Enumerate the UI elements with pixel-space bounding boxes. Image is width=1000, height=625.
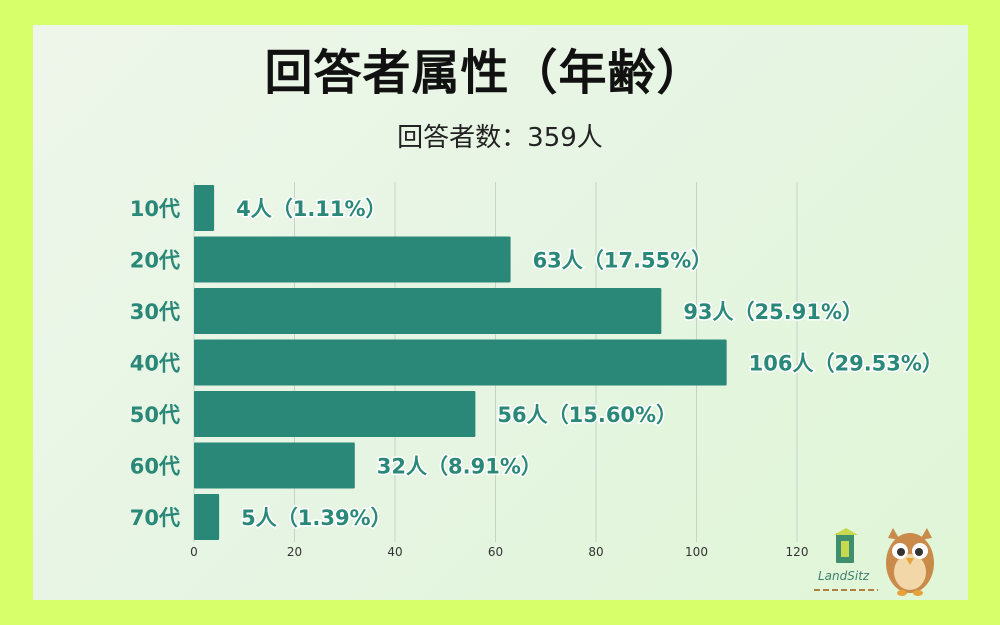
category-label: 60代 <box>130 455 180 479</box>
x-tick-label: 40 <box>387 545 402 559</box>
category-label: 50代 <box>130 403 180 427</box>
data-label: 93人（25.91%） <box>683 300 863 324</box>
bar <box>194 391 476 437</box>
bar <box>194 236 511 283</box>
data-label: 32人（8.91%） <box>377 455 542 479</box>
bar <box>194 185 215 231</box>
logo-text: LandSitz <box>818 569 870 583</box>
bar <box>194 288 662 334</box>
chart-title: 回答者属性（年齢） <box>264 45 706 101</box>
chart-subtitle: 回答者数：359人 <box>397 123 603 153</box>
x-tick-label: 100 <box>685 545 708 559</box>
category-label: 40代 <box>130 352 180 376</box>
data-label: 4人（1.11%） <box>236 197 386 221</box>
category-label: 30代 <box>130 300 180 324</box>
data-label: 63人（17.55%） <box>533 249 713 273</box>
x-tick-label: 80 <box>588 545 603 559</box>
bar <box>194 442 355 489</box>
data-label: 56人（15.60%） <box>497 403 677 427</box>
bar <box>194 339 727 386</box>
owl-mascot-icon <box>886 528 934 596</box>
category-label: 20代 <box>130 249 180 273</box>
x-tick-label: 0 <box>190 545 198 559</box>
chart-bars: 10代 4人（1.11%） 20代 63人（17.55%） 30代 93人（25.91%）… <box>130 185 944 540</box>
x-tick-label: 60 <box>488 545 503 559</box>
data-label: 106人（29.53%） <box>749 352 943 376</box>
landsitz-logo: LandSitz <box>814 528 878 591</box>
x-axis-ticks: 0 20 40 60 80 100 120 <box>190 545 808 559</box>
bar <box>194 494 220 540</box>
category-label: 70代 <box>130 506 180 530</box>
x-tick-label: 120 <box>786 545 809 559</box>
x-tick-label: 20 <box>287 545 302 559</box>
category-label: 10代 <box>130 197 180 221</box>
data-label: 5人（1.39%） <box>241 506 391 530</box>
